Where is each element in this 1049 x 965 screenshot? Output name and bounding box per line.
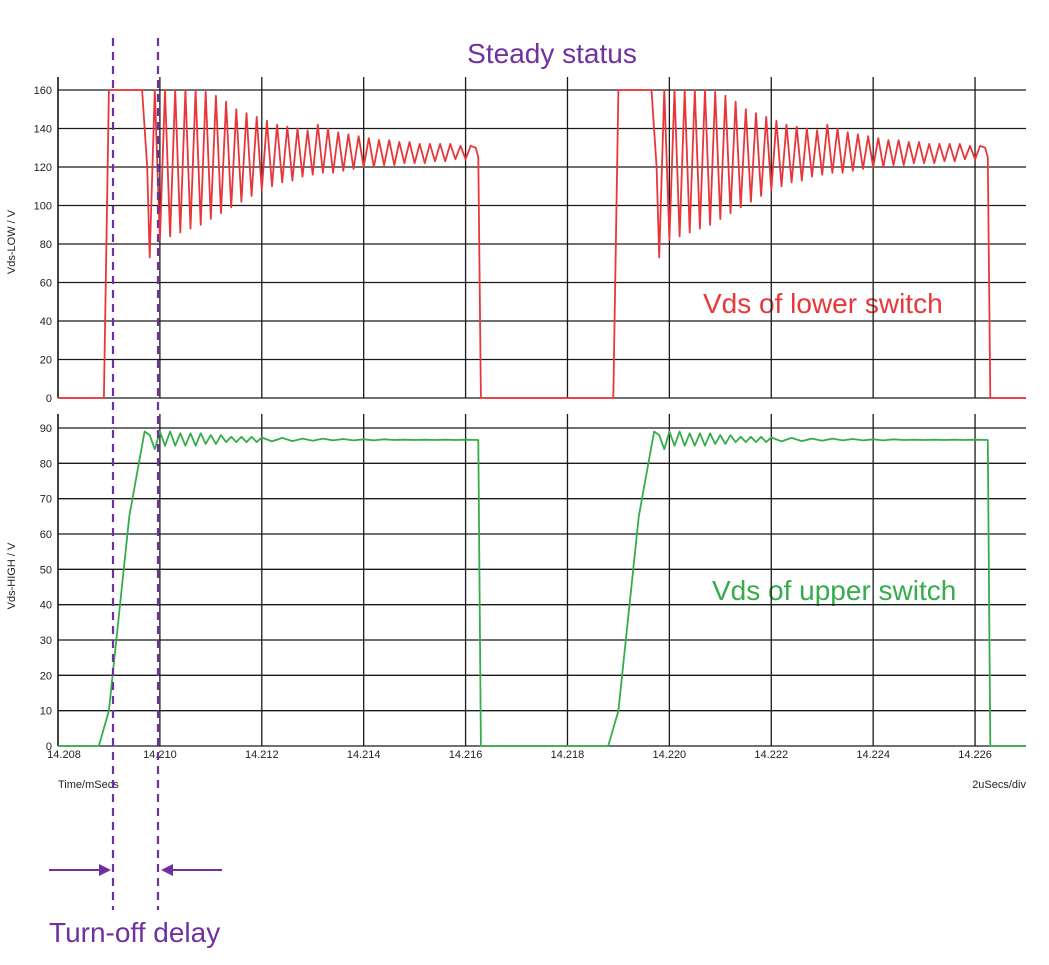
y-tick-label-high: 50 — [40, 564, 52, 576]
x-tick-label: 14.210 — [143, 749, 177, 761]
lower-switch-label: Vds of lower switch — [703, 288, 943, 319]
x-tick-labels: 14.208 14.210 14.212 14.214 14.216 14.218 14.2… — [47, 749, 992, 761]
plot-vds-high: 0 10 20 30 40 50 60 70 80 90 — [40, 414, 1026, 753]
x-tick-label: 14.218 — [551, 749, 585, 761]
series-line-low — [58, 89, 1026, 399]
y-tick-label-high: 40 — [40, 600, 52, 612]
y-tick-label-low: 20 — [40, 355, 52, 367]
arrow-right-icon — [49, 864, 111, 876]
y-tick-label-low: 60 — [40, 278, 52, 290]
plot-vds-low: 0 20 40 60 80 100 120 140 160 — [34, 77, 1026, 405]
x-tick-label: 14.224 — [856, 749, 890, 761]
y-tick-label-low: 120 — [34, 162, 52, 174]
y-tick-label-high: 20 — [40, 670, 52, 682]
x-tick-label: 14.212 — [245, 749, 279, 761]
y-tick-label-high: 0 — [46, 741, 52, 753]
y-tick-label-low: 40 — [40, 316, 52, 328]
arrow-left-icon — [161, 864, 222, 876]
x-tick-label: 14.222 — [754, 749, 788, 761]
y-axis-label-high: Vds-HIGH / V — [6, 542, 18, 609]
y-tick-label-high: 60 — [40, 529, 52, 541]
y-tick-label-high: 30 — [40, 635, 52, 647]
y-tick-label-low: 80 — [40, 239, 52, 251]
upper-switch-label: Vds of upper switch — [712, 575, 956, 606]
y-tick-label-low: 140 — [34, 124, 52, 136]
x-tick-label: 14.208 — [47, 749, 81, 761]
y-tick-label-low: 160 — [34, 85, 52, 97]
y-tick-label-high: 80 — [40, 458, 52, 470]
x-tick-label: 14.214 — [347, 749, 381, 761]
y-axis-label-low: Vds-LOW / V — [6, 209, 18, 274]
series-line-high — [58, 430, 1026, 747]
x-tick-label: 14.220 — [653, 749, 687, 761]
steady-status-title: Steady status — [467, 38, 637, 69]
x-tick-label: 14.226 — [958, 749, 992, 761]
y-tick-label-high: 90 — [40, 423, 52, 435]
x-axis-label: Time/mSecs — [58, 779, 119, 791]
y-tick-label-high: 70 — [40, 494, 52, 506]
x-tick-label: 14.216 — [449, 749, 483, 761]
y-tick-label-low: 100 — [34, 201, 52, 213]
y-tick-label-low: 0 — [46, 393, 52, 405]
turn-off-delay-label: Turn-off delay — [49, 917, 220, 948]
y-tick-label-high: 10 — [40, 706, 52, 718]
x-scale-label: 2uSecs/div — [972, 779, 1026, 791]
